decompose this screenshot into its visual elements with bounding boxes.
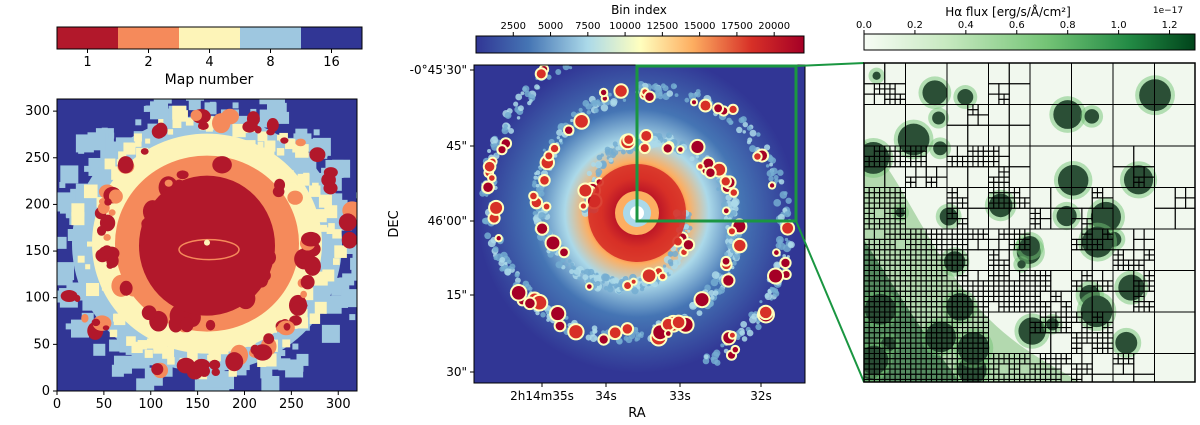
middle-colorbar-tick-label: 15000: [684, 21, 716, 32]
left-y-tick-label: 100: [25, 291, 50, 306]
middle-y-tick-label: 45": [446, 139, 467, 153]
right-colorbar-tick-label: 0.2: [907, 20, 923, 31]
left-x-tick-label: 100: [138, 397, 163, 412]
left-y-tick-label: 250: [25, 151, 50, 166]
left-x-tick-label: 300: [326, 397, 351, 412]
middle-map: [474, 65, 805, 383]
middle-colorbar-tick-label: 12500: [646, 21, 678, 32]
left-x-tick-label: 50: [96, 397, 113, 412]
left-y-tick-label: 200: [25, 197, 50, 212]
middle-y-tick-label: 30": [446, 365, 467, 379]
left-y-tick-label: 300: [25, 104, 50, 119]
middle-y-tick-label: 46'00": [428, 214, 467, 228]
middle-y-axis-label: DEC: [387, 210, 402, 237]
left-y-axis: 0 50 100 150 200 250 300: [25, 104, 57, 399]
middle-panel: Bin index 2500 5000 7500 10000 12500 15000 175…: [387, 3, 806, 421]
middle-x-tick-label: 33s: [669, 389, 691, 403]
left-colorbar-tick-label: 16: [323, 55, 340, 70]
left-colorbar-tick-label: 8: [266, 55, 274, 70]
left-colorbar-cell: [179, 27, 240, 49]
left-colorbar-tick-label: 2: [144, 55, 152, 70]
left-colorbar-cell: [240, 27, 301, 49]
left-colorbar-label: Map number: [165, 72, 254, 88]
left-colorbar-cell: [118, 27, 179, 49]
right-colorbar: Hα flux [erg/s/Å/cm²] 1e−17 0.0 0.2 0.4 0.6…: [856, 4, 1196, 51]
middle-x-tick-label: 34s: [595, 389, 617, 403]
middle-colorbar: Bin index 2500 5000 7500 10000 12500 15000 175…: [475, 3, 805, 54]
left-colorbar-tick-label: 1: [83, 55, 91, 70]
right-colorbar-tick-label: 0.4: [958, 20, 974, 31]
middle-x-tick-label: 32s: [750, 389, 772, 403]
left-y-tick-label: 150: [25, 244, 50, 259]
middle-y-tick-label: 15": [446, 288, 467, 302]
middle-colorbar-tick-label: 5000: [538, 21, 563, 32]
middle-y-axis: -0°45'30" 45" 46'00" 15" 30": [410, 63, 474, 379]
right-panel: Hα flux [erg/s/Å/cm²] 1e−17 0.0 0.2 0.4 0.6…: [856, 4, 1196, 383]
zoom-line-bottom: [795, 220, 865, 383]
left-x-tick-label: 0: [53, 397, 61, 412]
middle-colorbar-tick-label: 2500: [501, 21, 526, 32]
right-colorbar-tick-label: 0.6: [1009, 20, 1025, 31]
left-x-tick-label: 250: [279, 397, 304, 412]
middle-y-tick-label: -0°45'30": [410, 63, 467, 77]
middle-colorbar-tick-label: 20000: [758, 21, 790, 32]
right-colorbar-offset: 1e−17: [1153, 6, 1183, 16]
right-colorbar-tick-label: 0.0: [856, 20, 872, 31]
right-colorbar-tick-label: 1.0: [1111, 20, 1127, 31]
middle-x-axis-label: RA: [628, 406, 646, 421]
right-map: [864, 63, 1195, 382]
left-map: [57, 99, 357, 391]
middle-colorbar-tick-label: 7500: [575, 21, 600, 32]
left-x-tick-label: 200: [232, 397, 257, 412]
right-colorbar-tick-label: 0.8: [1060, 20, 1076, 31]
left-panel: 1 2 4 8 16 Map number 0 50 100 150 200 250 300 0 50…: [25, 26, 363, 412]
left-x-axis: 0 50 100 150 200 250 300: [53, 391, 351, 412]
middle-colorbar-tick-label: 10000: [609, 21, 641, 32]
zoom-box: [635, 64, 798, 223]
zoom-line-top: [795, 62, 865, 67]
left-y-tick-label: 50: [33, 337, 50, 352]
right-colorbar-tick-label: 1.2: [1162, 20, 1178, 31]
left-x-tick-label: 150: [185, 397, 210, 412]
middle-colorbar-tick-label: 17500: [721, 21, 753, 32]
middle-x-tick-label: 2h14m35s: [510, 389, 574, 403]
left-colorbar-cell: [301, 27, 362, 49]
middle-x-axis: 2h14m35s 34s 33s 32s: [510, 383, 772, 403]
left-colorbar-cell: [57, 27, 118, 49]
left-colorbar: 1 2 4 8 16 Map number: [56, 26, 363, 88]
right-colorbar-label: Hα flux [erg/s/Å/cm²]: [945, 4, 1071, 19]
middle-colorbar-label: Bin index: [611, 3, 667, 17]
left-colorbar-tick-label: 4: [205, 55, 213, 70]
left-y-tick-label: 0: [42, 384, 50, 399]
